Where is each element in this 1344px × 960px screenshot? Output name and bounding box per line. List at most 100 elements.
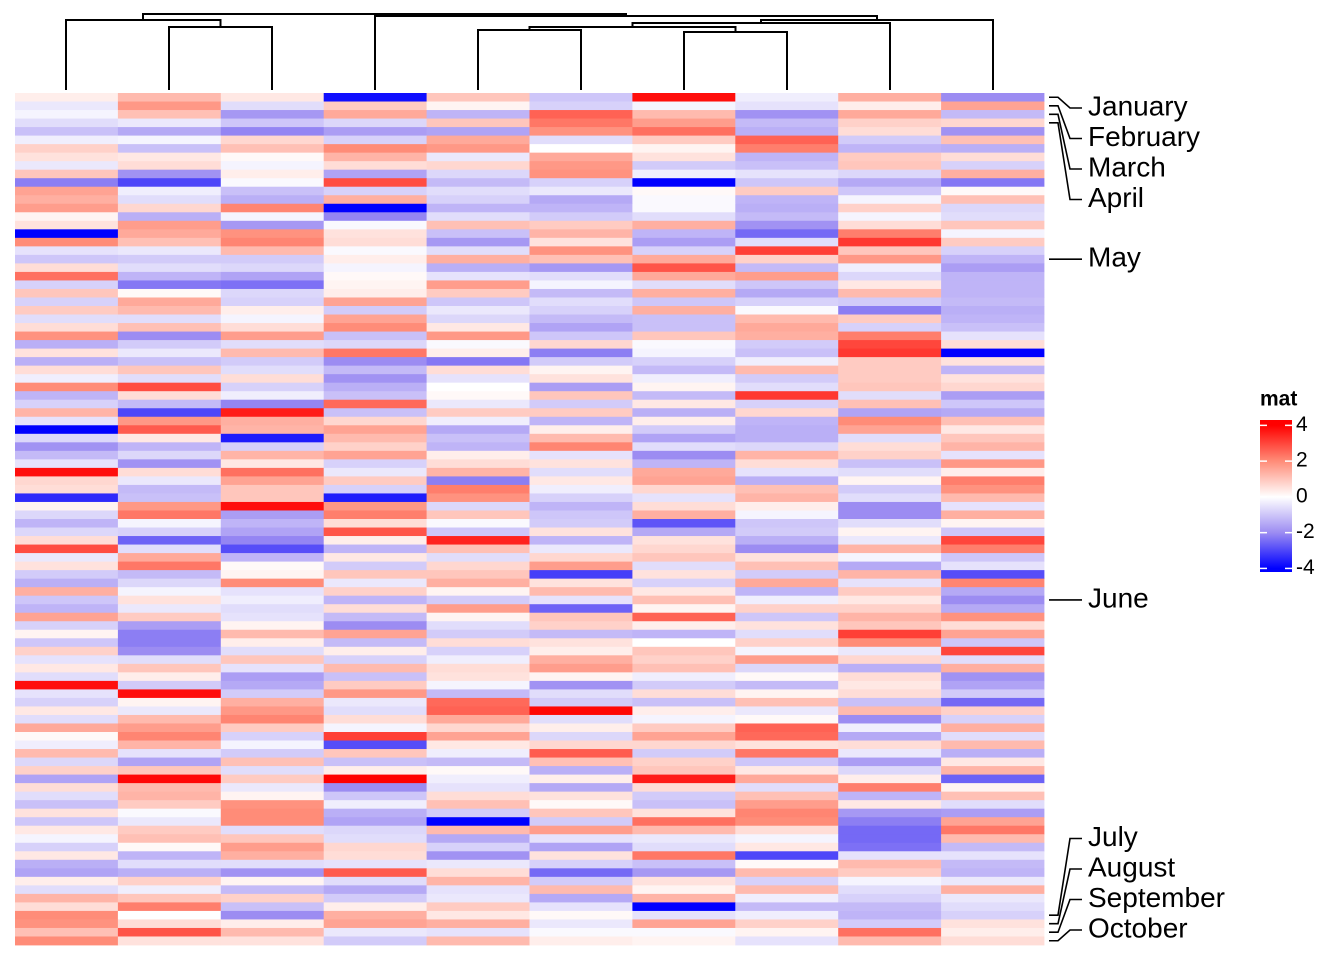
heatmap-cell xyxy=(632,646,736,656)
heatmap-cell xyxy=(117,382,222,392)
heatmap-cell xyxy=(735,280,839,290)
heatmap-cell xyxy=(323,638,427,648)
heatmap-cell xyxy=(838,212,942,222)
heatmap-cell xyxy=(117,749,222,758)
heatmap-cell xyxy=(632,467,736,477)
heatmap-cell xyxy=(735,425,839,435)
heatmap-cell xyxy=(529,280,633,290)
heatmap-cell xyxy=(529,740,633,750)
heatmap-cell xyxy=(323,910,427,920)
heatmap-cell xyxy=(323,714,427,724)
heatmap-cell xyxy=(117,408,222,418)
heatmap-cell xyxy=(838,484,942,494)
heatmap-cell xyxy=(117,553,222,562)
heatmap-cell xyxy=(529,484,633,494)
heatmap-cell xyxy=(15,825,119,835)
heatmap-cell xyxy=(941,902,1045,912)
heatmap-cell xyxy=(220,527,325,537)
heatmap-cell xyxy=(529,876,633,886)
heatmap-cell xyxy=(15,254,119,264)
heatmap-cell xyxy=(632,749,736,758)
heatmap-cell xyxy=(220,561,325,571)
heatmap-cell xyxy=(735,493,839,503)
heatmap-cell xyxy=(117,110,222,119)
heatmap-cell xyxy=(323,834,427,844)
heatmap-cell xyxy=(632,919,736,929)
heatmap-cell xyxy=(529,817,633,827)
heatmap-cell xyxy=(426,365,530,375)
heatmap-cell xyxy=(941,399,1045,409)
heatmap-cell xyxy=(15,340,119,349)
heatmap-cell xyxy=(220,101,325,111)
heatmap-cell xyxy=(117,902,222,912)
heatmap-cell xyxy=(632,416,736,426)
heatmap-cell xyxy=(838,604,942,614)
heatmap-cell xyxy=(735,314,839,324)
heatmap-cell xyxy=(941,425,1045,435)
heatmap-cell xyxy=(426,510,530,520)
heatmap-cell xyxy=(426,450,530,460)
heatmap-cell xyxy=(838,306,942,315)
heatmap-cell xyxy=(220,374,325,384)
heatmap-cell xyxy=(426,714,530,724)
heatmap-cell xyxy=(220,706,325,716)
label-connector xyxy=(1049,898,1082,934)
colorbar xyxy=(1260,420,1292,572)
heatmap-cell xyxy=(426,501,530,511)
row-label: May xyxy=(1088,242,1141,273)
heatmap-cell xyxy=(117,152,222,162)
heatmap-cell xyxy=(941,237,1045,247)
heatmap-cell xyxy=(117,254,222,264)
heatmap-cell xyxy=(632,578,736,588)
heatmap-cell xyxy=(632,774,736,784)
heatmap-cell xyxy=(735,697,839,707)
heatmap-cell xyxy=(632,842,736,852)
heatmap-cell xyxy=(426,127,530,136)
heatmap-cell xyxy=(838,374,942,384)
heatmap-cell xyxy=(838,740,942,750)
heatmap-cell xyxy=(426,348,530,358)
heatmap-cell xyxy=(529,152,633,162)
heatmap-cell xyxy=(15,178,119,188)
heatmap-cell xyxy=(323,689,427,699)
heatmap-cell xyxy=(426,553,530,562)
heatmap-cell xyxy=(941,450,1045,460)
heatmap-cell xyxy=(220,910,325,920)
heatmap-cell xyxy=(117,323,222,332)
heatmap-cell xyxy=(838,663,942,673)
heatmap-cell xyxy=(117,621,222,631)
heatmap-cell xyxy=(632,135,736,145)
heatmap-cell xyxy=(941,408,1045,418)
heatmap-cell xyxy=(15,450,119,460)
heatmap-cell xyxy=(735,876,839,886)
heatmap-cell xyxy=(220,825,325,835)
heatmap-cell xyxy=(529,178,633,188)
heatmap-cell xyxy=(323,340,427,349)
heatmap-cell xyxy=(529,672,633,682)
heatmap-cell xyxy=(941,791,1045,801)
heatmap-cell xyxy=(735,459,839,469)
heatmap-cell xyxy=(426,186,530,196)
heatmap-cell xyxy=(117,374,222,384)
label-connector xyxy=(1049,929,1082,942)
heatmap-cell xyxy=(117,450,222,460)
heatmap-cell xyxy=(15,817,119,827)
heatmap-cell xyxy=(735,237,839,247)
label-connector xyxy=(1049,104,1082,140)
heatmap-cell xyxy=(117,612,222,622)
heatmap-cell xyxy=(941,621,1045,631)
heatmap-cell xyxy=(529,621,633,631)
heatmap-cell xyxy=(632,851,736,861)
heatmap-cell xyxy=(426,484,530,494)
heatmap-cell xyxy=(632,306,736,315)
heatmap-cell xyxy=(735,331,839,341)
heatmap-cell xyxy=(15,791,119,801)
heatmap-cell xyxy=(941,927,1045,937)
heatmap-cell xyxy=(735,714,839,724)
heatmap-cell xyxy=(735,178,839,188)
heatmap-cell xyxy=(117,237,222,247)
heatmap-cell xyxy=(735,570,839,580)
heatmap-cell xyxy=(220,740,325,750)
heatmap-cell xyxy=(838,868,942,878)
heatmap-cell xyxy=(838,885,942,895)
